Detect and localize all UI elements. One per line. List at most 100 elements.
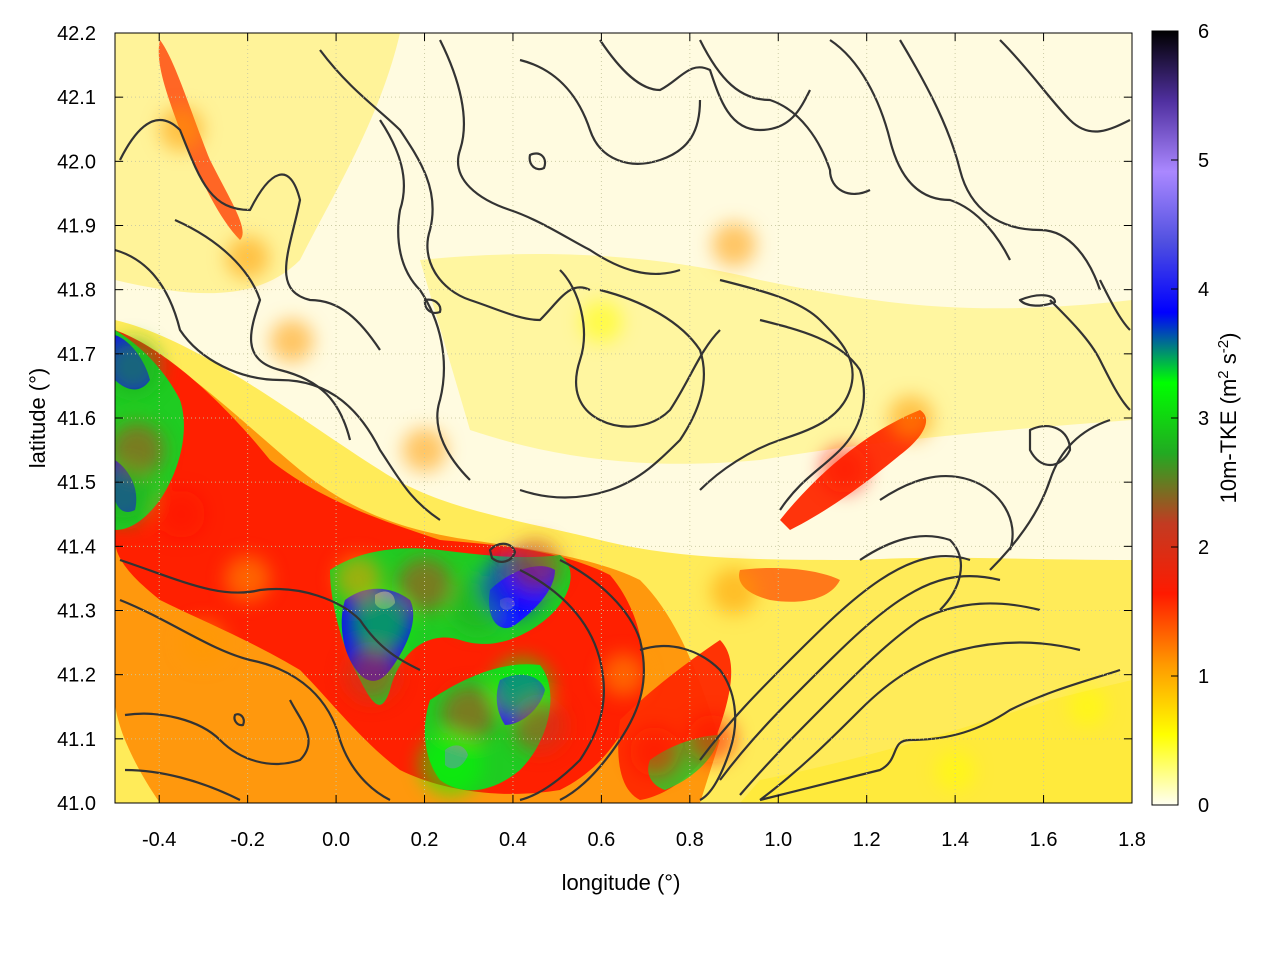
contour-line — [899, 39, 1102, 291]
y-tick-label: 41.8 — [57, 280, 96, 302]
tke-hotspot — [402, 428, 447, 473]
contour-line — [739, 602, 1041, 796]
colorbar-label-sup2: -2 — [1215, 340, 1232, 353]
contour-line — [174, 218, 352, 441]
colorbar-label-end: ) — [1216, 333, 1241, 340]
x-tick-label: 0.0 — [322, 829, 350, 851]
contour-line — [115, 248, 441, 521]
tke-hotspot — [115, 338, 162, 396]
contour-line — [119, 598, 391, 801]
tke-hotspot — [820, 445, 869, 493]
contour-line — [1099, 279, 1131, 331]
contour-line — [488, 542, 517, 563]
tke-hotspot — [935, 751, 975, 791]
contour-line — [1028, 425, 1072, 466]
tke-hotspot — [710, 568, 758, 615]
x-tick-label: -0.4 — [142, 829, 176, 851]
contour-line — [999, 39, 1131, 133]
y-tick-label: 41.3 — [57, 601, 96, 623]
tke-hotspot — [888, 395, 934, 441]
tke-hotspot — [513, 699, 566, 753]
y-tick-label: 41.2 — [57, 665, 96, 687]
contour-line — [829, 39, 1011, 261]
plot-area — [114, 32, 1133, 804]
contour-line — [319, 49, 591, 322]
contour-line — [439, 39, 681, 275]
tke-hotspot — [441, 685, 497, 741]
colorbar-label-mid: s — [1216, 353, 1241, 370]
x-tick-label: 0.8 — [676, 829, 704, 851]
contour-line — [1018, 294, 1057, 307]
tke-hotspot — [157, 490, 205, 538]
tke-hotspot — [115, 422, 165, 478]
colorbar-label-main: 10m-TKE (m — [1216, 379, 1241, 504]
x-tick-label: 0.2 — [411, 829, 439, 851]
x-tick-label: 0.4 — [499, 829, 527, 851]
tke-hotspot — [224, 555, 271, 602]
colorbar-tick-label: 5 — [1198, 150, 1209, 172]
y-tick-label: 42.1 — [57, 87, 96, 109]
contour-line — [519, 58, 702, 165]
y-tick-label: 41.5 — [57, 472, 96, 494]
x-tick-label: 0.6 — [587, 829, 615, 851]
tke-hotspot — [508, 539, 562, 592]
contour-line — [759, 641, 1081, 801]
y-tick-labels: 41.0 41.1 41.2 41.3 41.4 41.5 41.6 41.7 41.8 41.9… — [57, 23, 96, 815]
y-tick-label: 41.6 — [57, 408, 96, 430]
contour-line — [124, 699, 310, 765]
contour-line — [699, 555, 971, 761]
contour-line — [559, 269, 721, 428]
y-tick-label: 41.9 — [57, 216, 96, 238]
contour-line — [639, 645, 737, 801]
tke-hotspot — [181, 620, 226, 665]
y-axis-title: latitude (°) — [25, 368, 50, 469]
colorbar-tick-label: 0 — [1198, 795, 1209, 817]
tke-hotspot — [350, 593, 411, 654]
colorbar-tick-label: 2 — [1198, 537, 1209, 559]
contour-line — [119, 119, 381, 351]
contour-line — [719, 574, 1001, 781]
colorbar-ticks: 0 1 2 3 4 5 6 — [1171, 21, 1209, 817]
contour-line — [124, 768, 241, 801]
y-tick-label: 41.0 — [57, 793, 96, 815]
tke-hotspot — [1068, 687, 1107, 726]
tke-red-east-mid — [739, 568, 840, 602]
contour-line — [528, 152, 547, 171]
contour-line — [233, 713, 245, 727]
colorbar-label-sup1: 2 — [1215, 370, 1232, 378]
y-tick-label: 42.2 — [57, 23, 96, 45]
contour-line — [519, 569, 606, 802]
contour-line — [599, 39, 811, 132]
tke-hotspot — [115, 465, 154, 525]
x-tick-label: 1.0 — [764, 829, 792, 851]
colorbar-tick-label: 4 — [1198, 279, 1209, 301]
contour-line — [559, 559, 646, 801]
contour-line — [879, 475, 1014, 551]
contour-line — [423, 298, 442, 314]
x-tick-label: 1.6 — [1030, 829, 1058, 851]
tke-hotspot — [712, 222, 757, 267]
tke-hotspot — [334, 555, 382, 602]
colorbar-tick-label: 3 — [1198, 408, 1209, 430]
axis-ticks — [115, 32, 1133, 804]
x-tick-label: 1.4 — [941, 829, 969, 851]
contour-line — [379, 119, 471, 481]
contour-line — [759, 668, 1121, 802]
tke-hotspot — [630, 727, 679, 777]
colorbar-label: 10m-TKE (m2 s-2) — [1215, 333, 1242, 504]
tke-hotspot — [270, 319, 314, 363]
x-axis-title: longitude (°) — [562, 870, 681, 895]
tke-hotspot — [159, 107, 204, 152]
contour-line — [699, 278, 854, 491]
contour-line — [699, 39, 871, 195]
tke-red-north-ridge — [158, 40, 243, 240]
contour-line — [989, 418, 1111, 571]
colorbar-tick-label: 6 — [1198, 21, 1209, 43]
contour-line — [759, 318, 865, 511]
tke-band-coastal — [740, 680, 1132, 803]
x-tick-labels: -0.4 -0.2 0.0 0.2 0.4 0.6 0.8 1.0 1.2 1.4 1.6 1.8 — [142, 829, 1146, 851]
y-tick-label: 41.1 — [57, 729, 96, 751]
contour-line — [1049, 299, 1131, 411]
